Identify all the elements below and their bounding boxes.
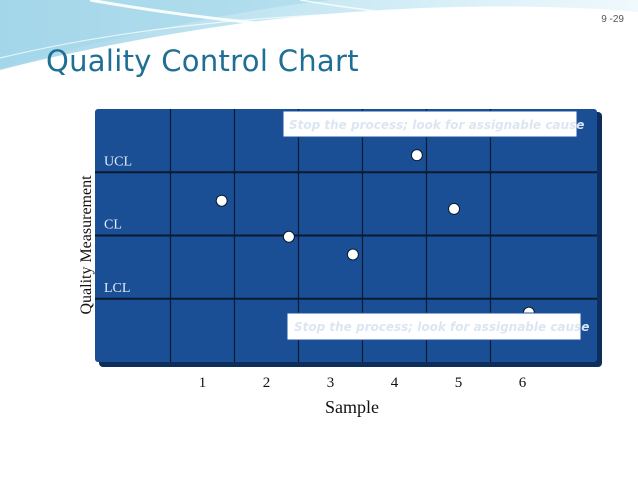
sample-point-5 [448, 202, 461, 215]
slide-title: Quality Control Chart [46, 44, 359, 78]
page-number: 9 -29 [601, 14, 624, 25]
x-tick-label: 1 [199, 375, 207, 391]
sample-point-2 [282, 230, 295, 243]
control-limit-label-cl: CL [104, 218, 122, 233]
y-axis-label: Quality Measurement [78, 175, 95, 315]
x-tick-label: 5 [455, 375, 463, 391]
callout-bottom-text: Stop the process; look for assignable ca… [294, 320, 589, 334]
callout-top-box [282, 110, 578, 138]
callout-bottom-box [286, 312, 582, 341]
x-tick-labels: 1 2 3 4 5 6 [199, 375, 527, 391]
control-limit-label-ucl: UCL [104, 154, 132, 169]
sample-point-3 [346, 248, 359, 261]
x-tick-label: 2 [263, 375, 271, 391]
callout-top: Stop the process; look for assignable ca… [282, 110, 584, 138]
x-tick-label: 6 [519, 375, 527, 391]
sample-point-1 [215, 194, 228, 207]
x-tick-label: 3 [327, 375, 335, 391]
x-axis-label: Sample [325, 397, 379, 417]
control-limit-lines [95, 171, 597, 300]
callout-top-text: Stop the process; look for assignable ca… [289, 118, 584, 132]
callout-bottom: Stop the process; look for assignable ca… [286, 312, 589, 341]
control-limit-label-lcl: LCL [104, 281, 130, 296]
sample-point-4 [410, 149, 423, 162]
x-tick-label: 4 [391, 375, 399, 391]
control-limit-labels: UCL CL LCL [104, 154, 132, 296]
header-swoosh-decoration [0, 0, 638, 70]
